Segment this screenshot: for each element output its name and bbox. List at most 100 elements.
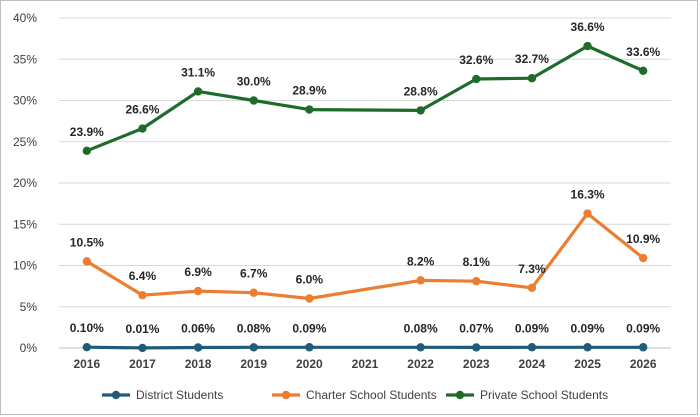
legend-item-district-students: District Students — [102, 388, 223, 402]
private-school-students-data-label: 33.6% — [626, 45, 660, 59]
charter-school-students-data-label: 6.9% — [184, 265, 212, 279]
private-school-students-line — [86, 44, 644, 153]
district-students-data-label: 0.07% — [459, 321, 493, 335]
legend: District Students Charter School Students… — [102, 388, 608, 402]
district-students-point — [472, 343, 481, 352]
district-students-data-label: 0.01% — [125, 322, 159, 336]
district-students-point — [82, 342, 92, 352]
y-tick-label: 20% — [13, 176, 37, 190]
series-points — [82, 41, 648, 353]
legend-swatch-marker — [455, 390, 465, 400]
charter-school-students-point — [138, 291, 147, 300]
charter-school-students-point — [638, 253, 648, 263]
charter-school-students-point — [583, 209, 592, 218]
legend-label: Charter School Students — [306, 388, 437, 402]
private-school-students-data-label: 28.8% — [404, 84, 438, 98]
district-students-point — [638, 343, 648, 352]
charter-school-students-point — [416, 276, 425, 285]
private-school-students-data-label: 31.1% — [181, 65, 215, 79]
charter-school-students-data-label: 6.0% — [296, 273, 324, 287]
private-school-students-point — [193, 87, 203, 96]
charter-school-students-data-label: 8.1% — [463, 255, 491, 269]
district-students-data-label: 0.09% — [515, 321, 549, 335]
charter-school-students-point — [193, 286, 203, 296]
private-school-students-point — [638, 66, 648, 76]
y-tick-label: 35% — [13, 52, 37, 66]
x-tick-label: 2020 — [296, 357, 323, 371]
x-tick-label: 2017 — [129, 357, 156, 371]
charter-school-students-data-label: 16.3% — [571, 188, 605, 202]
private-school-students-data-label: 23.9% — [70, 125, 104, 139]
private-school-students-point — [138, 124, 147, 133]
district-students-point — [527, 343, 537, 352]
private-school-students-point — [305, 105, 314, 114]
private-school-students-point — [249, 96, 258, 105]
private-school-students-point — [82, 146, 92, 156]
private-school-students-data-label: 30.0% — [237, 75, 271, 89]
legend-item-charter-school-students: Charter School Students — [272, 388, 437, 402]
charter-school-students-point — [249, 288, 258, 297]
district-students-data-label: 0.08% — [404, 321, 438, 335]
charter-school-students-data-label: 8.2% — [407, 254, 435, 268]
x-tick-label: 2021 — [352, 357, 379, 371]
legend-label: District Students — [136, 388, 223, 402]
x-axis-ticks: 2016 2017 2018 2019 2020 2021 2022 2023 2024 2025… — [73, 357, 656, 371]
legend-swatch-marker — [281, 390, 291, 400]
x-tick-label: 2025 — [574, 357, 601, 371]
private-school-students-point — [583, 41, 592, 51]
private-school-students-data-label: 32.7% — [515, 52, 549, 66]
gridlines — [59, 17, 671, 349]
legend-item-private-school-students: Private School Students — [446, 388, 608, 402]
district-students-line — [86, 345, 644, 350]
charter-school-students-data-label: 10.9% — [626, 232, 660, 246]
x-tick-label: 2022 — [407, 357, 434, 371]
private-school-students-point — [527, 74, 537, 83]
data-labels: 0.10% 0.01% 0.06% 0.08% 0.09% 0.08% 0.07% 0.09%… — [70, 20, 661, 336]
district-students-data-label: 0.09% — [571, 321, 605, 335]
charter-school-students-point — [472, 276, 481, 286]
private-school-students-point — [416, 106, 425, 115]
x-tick-label: 2026 — [630, 357, 657, 371]
y-tick-label: 10% — [13, 259, 37, 273]
private-school-students-data-label: 36.6% — [571, 20, 605, 34]
district-students-point — [583, 343, 592, 352]
district-students-point — [305, 343, 314, 352]
y-tick-label: 25% — [13, 135, 37, 149]
y-tick-label: 40% — [13, 11, 37, 25]
x-tick-label: 2023 — [463, 357, 490, 371]
district-students-point — [416, 343, 425, 352]
charter-school-students-point — [527, 283, 537, 292]
charter-school-students-data-label: 6.4% — [129, 269, 157, 283]
legend-swatch-marker — [111, 390, 121, 400]
district-students-point — [193, 343, 203, 352]
private-school-students-data-label: 26.6% — [125, 103, 159, 117]
x-tick-label: 2016 — [73, 357, 100, 371]
private-school-students-data-label: 28.9% — [292, 84, 326, 98]
x-tick-label: 2019 — [240, 357, 267, 371]
district-students-data-label: 0.06% — [181, 322, 215, 336]
district-students-data-label: 0.09% — [292, 321, 326, 335]
private-school-students-data-label: 32.6% — [459, 53, 493, 67]
district-students-data-label: 0.10% — [70, 321, 104, 335]
district-students-point — [249, 343, 258, 352]
y-tick-label: 5% — [20, 300, 38, 314]
y-tick-label: 15% — [13, 217, 37, 231]
y-tick-label: 0% — [20, 341, 38, 355]
district-students-data-label: 0.09% — [626, 321, 660, 335]
district-students-data-label: 0.08% — [237, 321, 271, 335]
charter-school-students-line — [85, 211, 645, 301]
charter-school-students-point — [82, 257, 92, 266]
private-school-students-point — [472, 74, 481, 84]
district-students-point — [138, 343, 147, 353]
charter-school-students-data-label: 7.3% — [518, 262, 546, 276]
y-axis-ticks: 0% 5% 10% 15% 20% 25% 30% 35% 40% — [13, 11, 37, 355]
charter-school-students-data-label: 6.7% — [240, 267, 268, 281]
charter-school-students-point — [305, 294, 314, 303]
x-tick-label: 2018 — [185, 357, 212, 371]
charter-school-students-data-label: 10.5% — [70, 235, 104, 249]
legend-label: Private School Students — [480, 388, 608, 402]
series-lines — [85, 44, 645, 350]
y-tick-label: 30% — [13, 94, 37, 108]
